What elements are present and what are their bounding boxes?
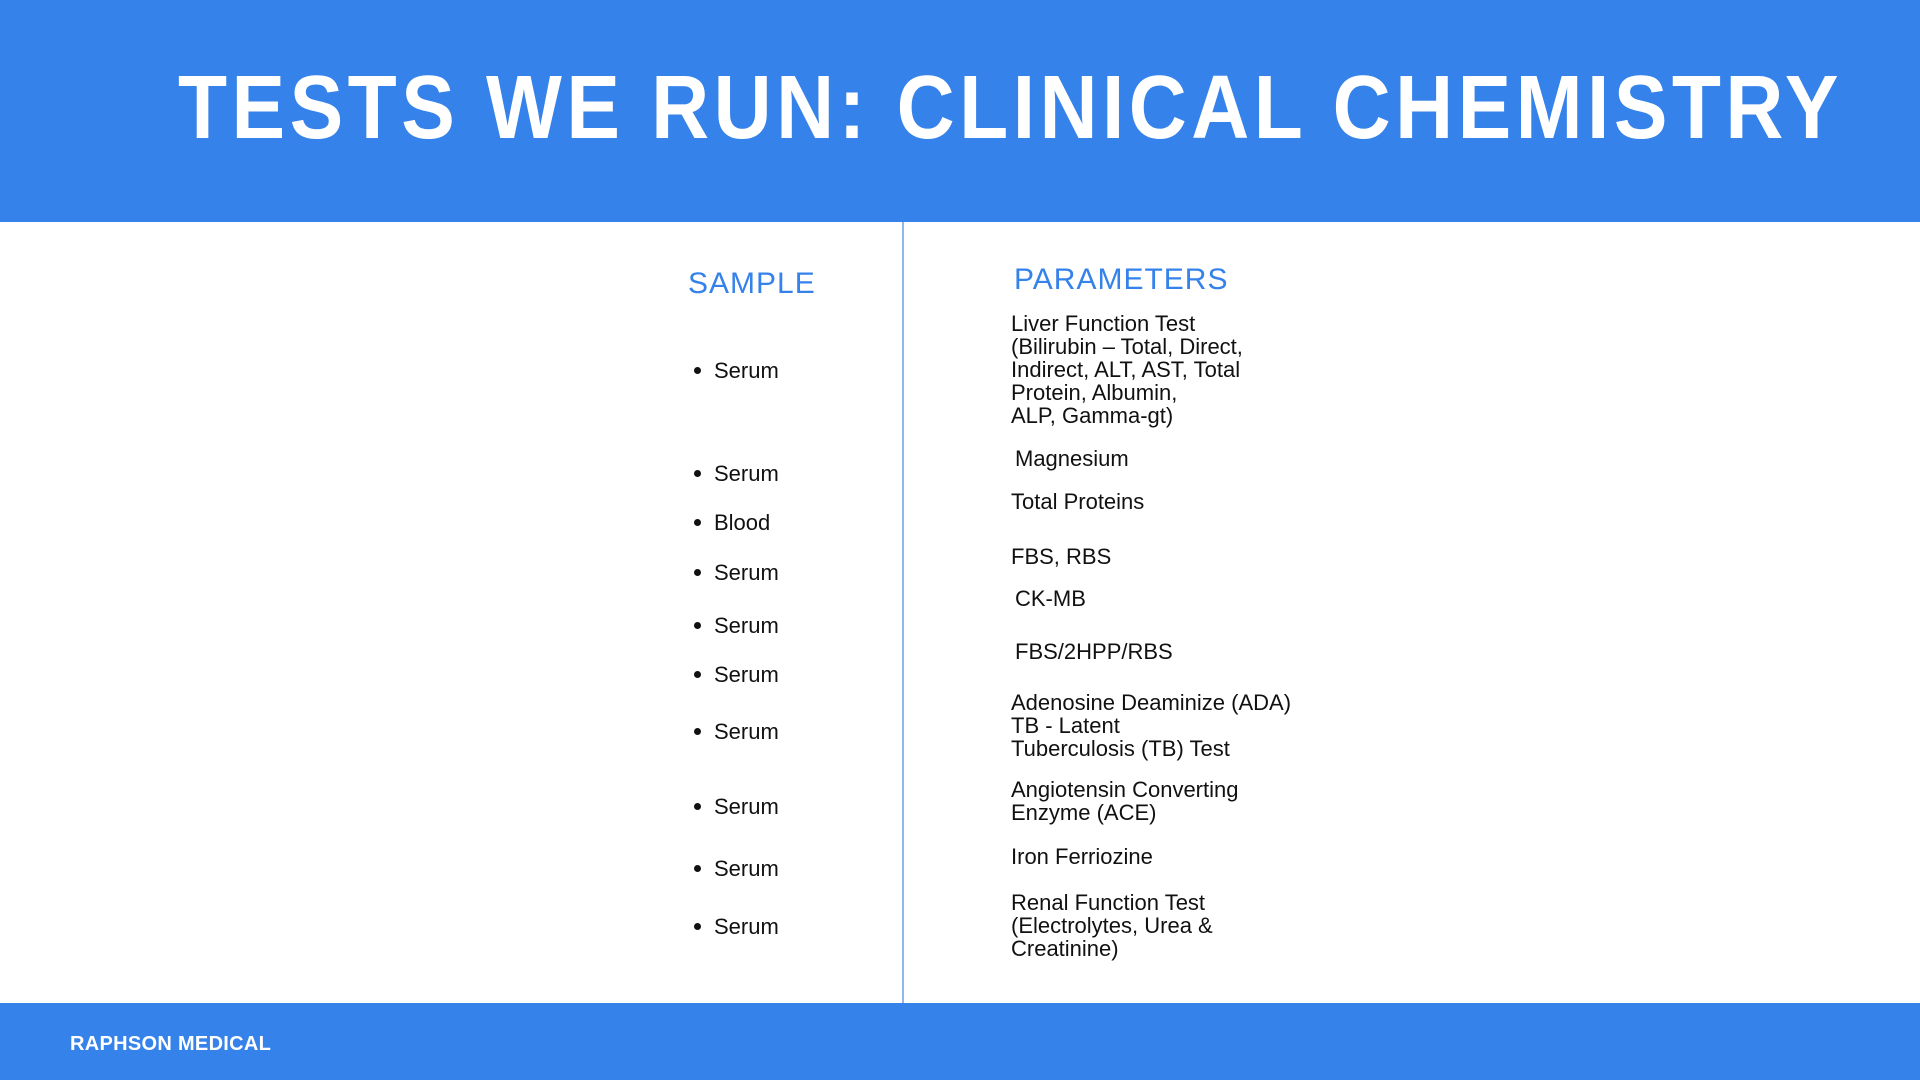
sample-label: Serum — [714, 719, 779, 744]
sample-list-item: Serum — [694, 560, 779, 586]
sample-list-item: Serum — [694, 461, 779, 487]
sample-label: Serum — [714, 856, 779, 881]
sample-label: Serum — [714, 613, 779, 638]
bullet-icon — [694, 802, 701, 810]
sample-label: Blood — [714, 510, 771, 535]
sample-list-item: Serum — [694, 719, 779, 745]
bullet-icon — [694, 366, 701, 374]
parameter-item: Liver Function Test (Bilirubin – Total, … — [1011, 311, 1243, 428]
header-banner: TESTS WE RUN: CLINICAL CHEMISTRY — [0, 0, 1920, 222]
sample-list-item: Serum — [694, 794, 779, 820]
bullet-icon — [694, 922, 701, 930]
sample-column-header: SAMPLE — [688, 267, 816, 300]
sample-list-item: Serum — [694, 856, 779, 882]
sample-label: Serum — [714, 461, 779, 486]
sample-list-item: Blood — [694, 510, 770, 536]
bullet-icon — [694, 568, 701, 576]
parameter-item: Magnesium — [1015, 446, 1129, 471]
sample-list-item: Serum — [694, 358, 779, 384]
parameters-column-header: PARAMETERS — [1014, 263, 1229, 296]
sample-label: Serum — [714, 560, 779, 585]
bullet-icon — [694, 670, 701, 678]
sample-label: Serum — [714, 358, 779, 383]
parameter-item: Iron Ferriozine — [1011, 844, 1153, 869]
sample-label: Serum — [714, 914, 779, 939]
bullet-icon — [694, 469, 701, 477]
sample-list-item: Serum — [694, 662, 779, 688]
footer-banner: RAPHSON MEDICAL — [0, 1003, 1920, 1080]
parameter-item: FBS/2HPP/RBS — [1015, 639, 1173, 664]
sample-list-item: Serum — [694, 613, 779, 639]
column-divider — [902, 222, 904, 1003]
parameter-item: Renal Function Test (Electrolytes, Urea … — [1011, 890, 1213, 961]
parameter-item: Adenosine Deaminize (ADA) TB - Latent Tu… — [1011, 690, 1292, 761]
bullet-icon — [694, 727, 701, 735]
sample-list-item: Serum — [694, 914, 779, 940]
bullet-icon — [694, 621, 701, 629]
page-title: TESTS WE RUN: CLINICAL CHEMISTRY — [178, 58, 1843, 158]
parameter-item: CK-MB — [1015, 586, 1086, 611]
bullet-icon — [694, 864, 701, 872]
sample-label: Serum — [714, 794, 779, 819]
sample-label: Serum — [714, 662, 779, 687]
parameter-item: FBS, RBS — [1011, 544, 1112, 569]
parameter-item: Total Proteins — [1011, 489, 1145, 514]
bullet-icon — [694, 518, 701, 526]
parameter-item: Angiotensin Converting Enzyme (ACE) — [1011, 777, 1239, 825]
footer-brand: RAPHSON MEDICAL — [70, 1033, 272, 1055]
